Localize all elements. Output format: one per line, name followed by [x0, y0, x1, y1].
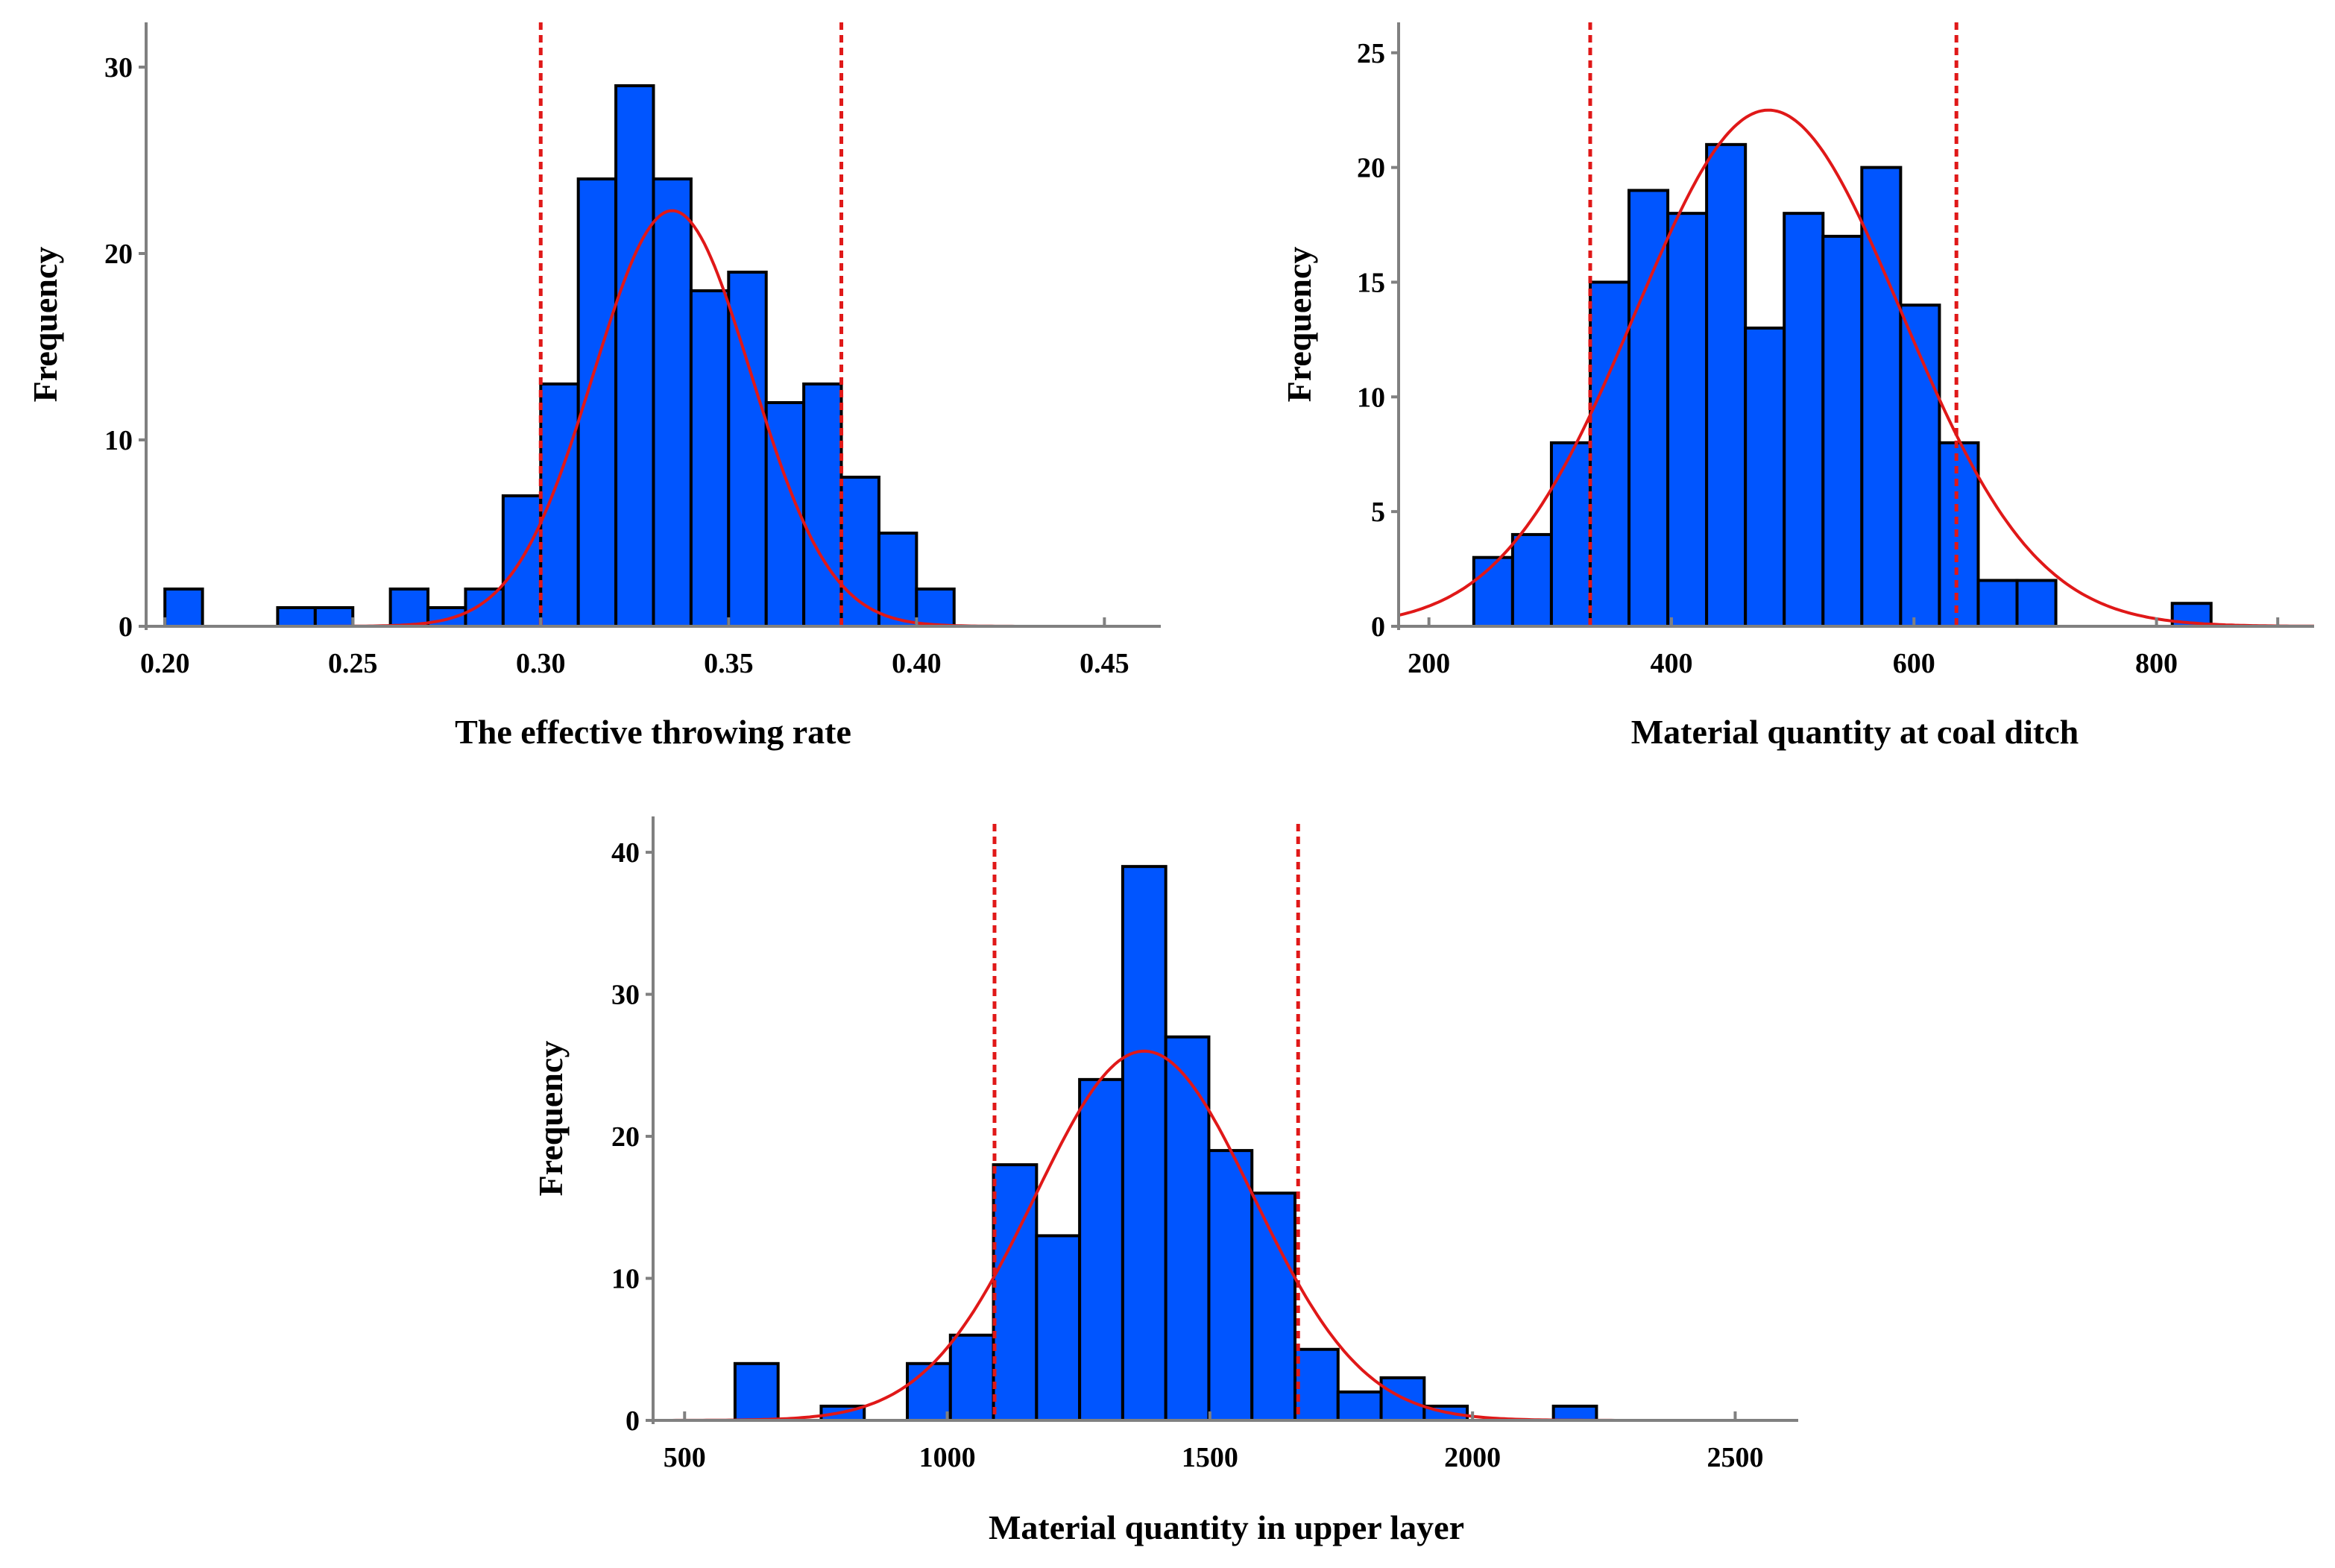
y-tick-label: 0: [625, 1405, 640, 1437]
y-ticks: 0 5 10 15 20 25: [1357, 38, 1399, 643]
y-ticks: 0 10 20 30: [104, 52, 146, 643]
bar: [1551, 1404, 1598, 1423]
y-tick-label: 20: [104, 239, 133, 270]
bar: [877, 532, 918, 628]
x-tick-label: 800: [2135, 648, 2178, 679]
y-tick-label: 10: [1357, 382, 1385, 413]
x-ticks: 200 400 600 800: [1408, 617, 2280, 679]
bar: [1293, 1347, 1340, 1423]
bar: [1250, 1191, 1297, 1422]
bar: [1938, 441, 1980, 628]
x-tick-label: 200: [1408, 648, 1450, 679]
y-tick-label: 10: [611, 1264, 640, 1295]
x-tick-label: 0.20: [140, 648, 190, 679]
y-tick-label: 30: [104, 52, 133, 84]
bar: [733, 1361, 780, 1423]
bar: [839, 476, 880, 628]
x-tick-label: 500: [664, 1442, 706, 1473]
x-tick-label: 0.35: [704, 648, 754, 679]
bar: [1627, 189, 1670, 628]
x-tick-label: 0.30: [516, 648, 566, 679]
bar: [1666, 212, 1709, 628]
y-tick-label: 0: [1371, 611, 1385, 643]
normal-fit-curve: [1398, 108, 2314, 628]
bar: [1860, 166, 1903, 629]
histogram-panel-upper-layer: 0 10 20 30 40 500 1000 1500 2000 2500 Material q…: [532, 816, 1798, 1546]
x-tick-label: 0.25: [328, 648, 378, 679]
x-tick-label: 0.40: [892, 648, 942, 679]
bar: [1549, 441, 1592, 628]
bar: [388, 588, 430, 628]
histogram-panel-throwing-rate: 0 10 20 30 0.20 0.25 0.30 0.35 0.40 0.45 The eff…: [26, 22, 1161, 751]
bars: [1472, 142, 2213, 629]
y-axis-title: Frequency: [1280, 247, 1318, 403]
axes: [145, 22, 1161, 630]
bar: [1336, 1390, 1383, 1423]
x-axis-title: Material quantity at coal ditch: [1631, 713, 2079, 751]
x-tick-label: 1500: [1182, 1442, 1238, 1473]
axes: [652, 816, 1798, 1424]
bar: [1744, 327, 1786, 628]
bar: [276, 606, 317, 628]
y-axis-title: Frequency: [26, 247, 64, 403]
normal-fit: [1398, 108, 2314, 628]
x-tick-label: 2000: [1444, 1442, 1501, 1473]
y-tick-label: 20: [611, 1121, 640, 1153]
bar: [1121, 865, 1168, 1422]
bar: [1976, 579, 2019, 629]
bar: [1783, 212, 1825, 628]
bar: [1035, 1234, 1082, 1423]
bar: [539, 382, 580, 628]
x-tick-label: 400: [1650, 648, 1692, 679]
bar: [464, 588, 505, 628]
bar: [1821, 234, 1864, 628]
bar: [313, 606, 355, 628]
bar: [1510, 532, 1553, 629]
x-tick-label: 0.45: [1080, 648, 1129, 679]
y-axis-title: Frequency: [532, 1041, 570, 1197]
bar: [1207, 1149, 1254, 1422]
bar: [2015, 579, 2058, 629]
y-ticks: 0 10 20 30 40: [611, 837, 653, 1437]
bar: [614, 84, 655, 628]
bar: [948, 1333, 995, 1422]
histogram-panel-coal-ditch: 0 5 10 15 20 25 200 400 600 800 Material quantit…: [1280, 22, 2314, 751]
y-tick-label: 10: [104, 425, 133, 456]
bar: [426, 606, 467, 628]
y-tick-label: 40: [611, 837, 640, 869]
bar: [915, 588, 956, 628]
bar: [1078, 1077, 1124, 1423]
bars: [163, 84, 956, 628]
y-tick-label: 25: [1357, 38, 1385, 69]
bar: [1472, 555, 1514, 629]
bar: [689, 289, 731, 628]
bar: [1588, 280, 1631, 628]
x-ticks: 0.20 0.25 0.30 0.35 0.40 0.45: [140, 617, 1129, 679]
bar: [163, 588, 204, 628]
bar: [992, 1163, 1039, 1422]
y-tick-label: 30: [611, 980, 640, 1011]
bar: [906, 1361, 952, 1423]
bar: [652, 177, 693, 628]
y-tick-label: 5: [1371, 497, 1385, 528]
x-tick-label: 1000: [919, 1442, 976, 1473]
x-tick-label: 600: [1893, 648, 1935, 679]
y-tick-label: 0: [119, 611, 133, 643]
axes: [1397, 22, 2314, 630]
x-axis-title: Material quantity in upper layer: [989, 1508, 1464, 1546]
y-tick-label: 15: [1357, 267, 1385, 298]
x-axis-title: The effective throwing rate: [455, 713, 851, 751]
x-ticks: 500 1000 1500 2000 2500: [664, 1411, 1763, 1473]
bar: [802, 382, 843, 628]
bar: [1705, 142, 1748, 629]
reference-lines: [992, 824, 1300, 1420]
bars: [733, 865, 1598, 1423]
x-tick-label: 2500: [1707, 1442, 1763, 1473]
bar: [1164, 1035, 1211, 1422]
y-tick-label: 20: [1357, 153, 1385, 184]
